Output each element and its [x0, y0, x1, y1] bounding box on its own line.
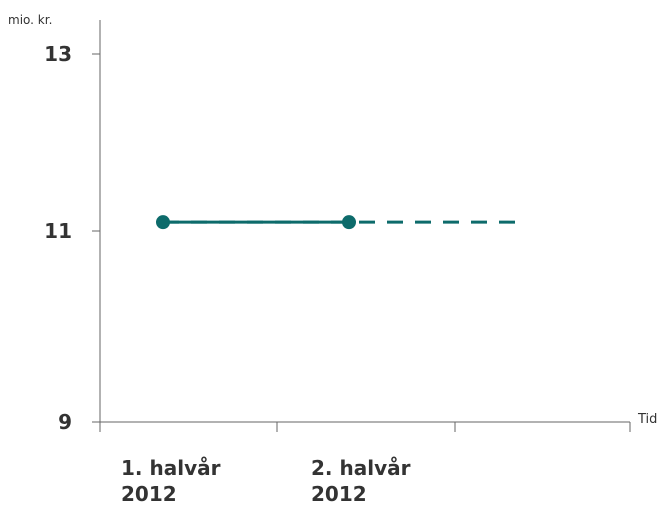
y-tick-label: 13 — [44, 42, 72, 66]
x-tick-label: 2012 — [121, 482, 177, 506]
x-axis-label: Tid — [637, 412, 657, 427]
x-tick-label: 2012 — [311, 482, 367, 506]
x-tick-label: 2. halvår — [311, 456, 411, 480]
y-tick-label: 11 — [44, 219, 72, 243]
data-point — [342, 215, 356, 230]
axes — [99, 20, 631, 432]
series-group — [156, 215, 525, 230]
y-ticks: 9 11 13 — [44, 42, 100, 434]
data-point — [156, 215, 170, 230]
y-axis-label: mio. kr. — [8, 13, 52, 27]
x-tick-label: 1. halvår — [121, 456, 221, 480]
y-tick-label: 9 — [58, 410, 72, 434]
